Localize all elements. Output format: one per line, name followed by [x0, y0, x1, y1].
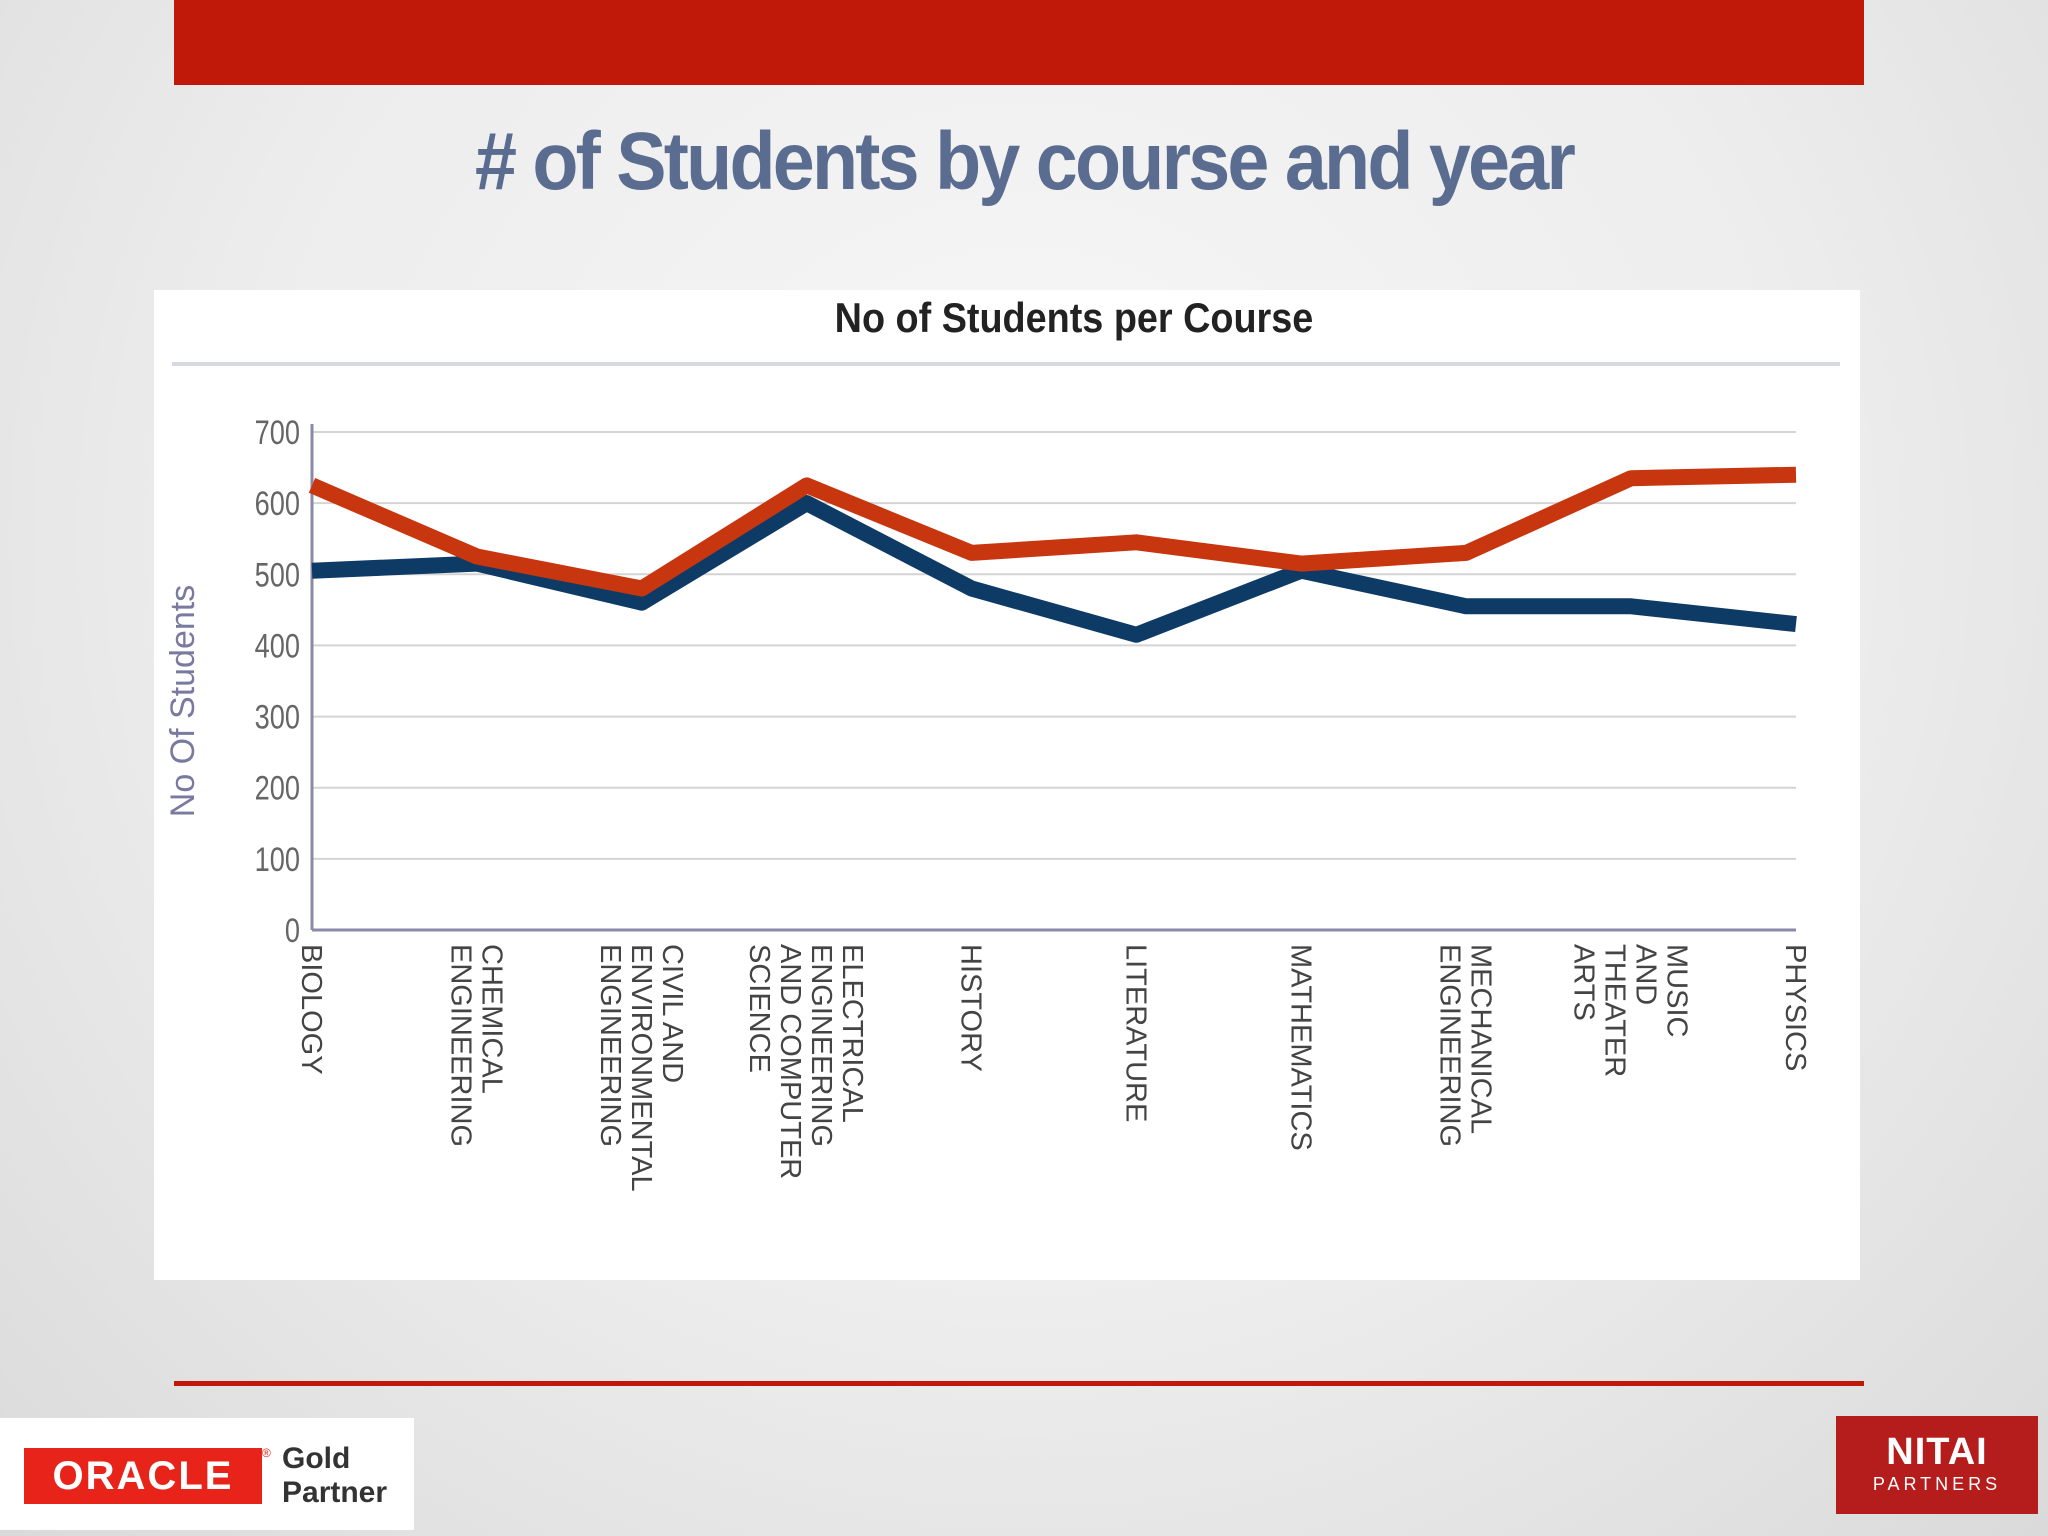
top-accent-bar	[174, 0, 1864, 85]
partner-kind: Partner	[282, 1476, 388, 1509]
line-chart: No of Students per Course 0 100 200 300 400 50…	[164, 295, 1840, 1192]
y-tick-label: 100	[255, 840, 300, 879]
x-tick-label: MUSICANDTHEATERARTS	[1568, 944, 1693, 1077]
y-tick-label: 500	[255, 555, 300, 594]
chart-title: No of Students per Course	[835, 295, 1314, 341]
x-tick-label: PHYSICS	[1779, 944, 1811, 1071]
y-tick-label: 400	[255, 627, 300, 666]
x-tick-label: LITERATURE	[1119, 944, 1151, 1122]
y-tick-label: 600	[255, 484, 300, 523]
nitai-partners-logo: NITAI PARTNERS	[1836, 1416, 2038, 1514]
x-tick-label: CIVIL ANDENVIRONMENTALENGINEERING	[594, 944, 688, 1192]
registered-mark: ®	[262, 1446, 271, 1460]
x-tick-label: HISTORY	[955, 944, 987, 1072]
y-axis-label: No Of Students	[164, 585, 202, 817]
series-1-line	[311, 495, 1797, 643]
nitai-wordmark: NITAI	[1886, 1431, 1988, 1473]
chart-panel: No of Students per Course 0 100 200 300 400 50…	[154, 290, 1860, 1280]
oracle-wordmark: ORACLE	[24, 1448, 262, 1504]
chart-title-underline	[172, 362, 1840, 366]
y-tick-label: 200	[255, 769, 300, 808]
y-tick-label: 0	[285, 911, 300, 950]
oracle-gold-partner-logo: ORACLE ® Gold Partner	[0, 1418, 414, 1530]
x-tick-label: MATHEMATICS	[1284, 944, 1316, 1151]
x-tick-label: MECHANICALENGINEERING	[1434, 944, 1497, 1147]
x-tick-label: ELECTRICALENGINEERINGAND COMPUTERSCIENCE	[743, 944, 868, 1179]
series-2-line	[308, 466, 1797, 597]
bottom-divider	[174, 1381, 1864, 1386]
y-tick-label: 300	[255, 698, 300, 737]
y-tick-label: 700	[255, 413, 300, 452]
x-tick-label: BIOLOGY	[295, 944, 327, 1075]
x-tick-label: CHEMICALENGINEERING	[444, 944, 507, 1147]
nitai-subtitle: PARTNERS	[1872, 1474, 2002, 1494]
partner-tier: Gold	[282, 1442, 351, 1475]
slide-title: # of Students by course and year	[474, 116, 1576, 207]
